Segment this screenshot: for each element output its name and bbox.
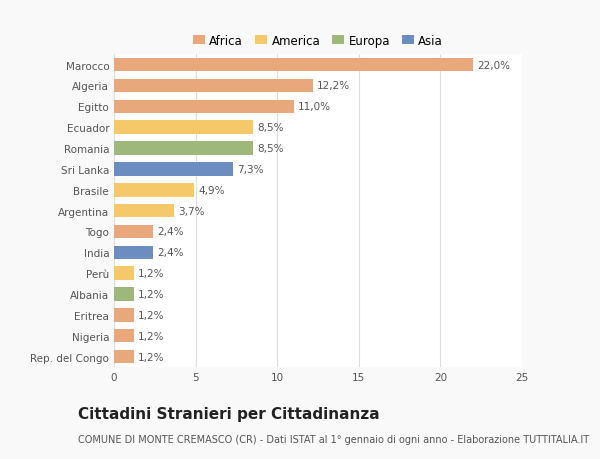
Bar — [114, 163, 233, 176]
Bar — [114, 288, 134, 301]
Bar — [114, 329, 134, 343]
Bar — [114, 59, 473, 72]
Text: 4,9%: 4,9% — [198, 185, 224, 196]
Bar — [114, 79, 313, 93]
Text: 11,0%: 11,0% — [298, 102, 331, 112]
Text: 12,2%: 12,2% — [317, 81, 350, 91]
Legend: Africa, America, Europa, Asia: Africa, America, Europa, Asia — [188, 30, 448, 52]
Bar — [114, 225, 153, 239]
Bar — [114, 142, 253, 156]
Text: Cittadini Stranieri per Cittadinanza: Cittadini Stranieri per Cittadinanza — [78, 406, 380, 421]
Text: 8,5%: 8,5% — [257, 123, 283, 133]
Text: 2,4%: 2,4% — [157, 248, 184, 258]
Bar — [114, 350, 134, 364]
Text: 3,7%: 3,7% — [178, 206, 205, 216]
Bar — [114, 184, 194, 197]
Bar — [114, 267, 134, 280]
Text: 1,2%: 1,2% — [137, 331, 164, 341]
Text: 1,2%: 1,2% — [137, 352, 164, 362]
Text: COMUNE DI MONTE CREMASCO (CR) - Dati ISTAT al 1° gennaio di ogni anno - Elaboraz: COMUNE DI MONTE CREMASCO (CR) - Dati IST… — [78, 434, 589, 444]
Text: 8,5%: 8,5% — [257, 144, 283, 154]
Text: 1,2%: 1,2% — [137, 310, 164, 320]
Bar — [114, 121, 253, 134]
Text: 22,0%: 22,0% — [477, 61, 510, 71]
Bar — [114, 308, 134, 322]
Bar — [114, 246, 153, 259]
Text: 1,2%: 1,2% — [137, 269, 164, 279]
Bar — [114, 101, 293, 114]
Text: 2,4%: 2,4% — [157, 227, 184, 237]
Text: 1,2%: 1,2% — [137, 289, 164, 299]
Text: 7,3%: 7,3% — [237, 164, 264, 174]
Bar — [114, 204, 175, 218]
